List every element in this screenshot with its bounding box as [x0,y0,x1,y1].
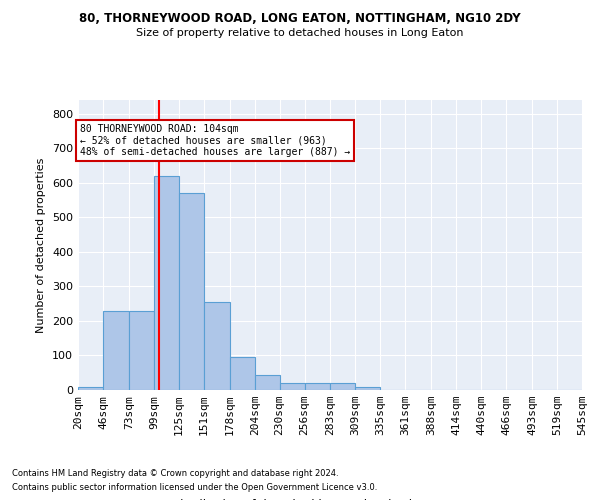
Text: 80, THORNEYWOOD ROAD, LONG EATON, NOTTINGHAM, NG10 2DY: 80, THORNEYWOOD ROAD, LONG EATON, NOTTIN… [79,12,521,26]
Bar [103,312,129,390]
Text: 80 THORNEYWOOD ROAD: 104sqm
← 52% of detached houses are smaller (963)
48% of se: 80 THORNEYWOOD ROAD: 104sqm ← 52% of det… [80,124,350,158]
Text: Size of property relative to detached houses in Long Eaton: Size of property relative to detached ho… [136,28,464,38]
Bar [355,386,380,390]
Bar [129,312,154,390]
Bar [78,386,103,390]
Y-axis label: Number of detached properties: Number of detached properties [37,158,46,332]
Bar [179,193,204,390]
Bar [331,383,355,390]
Bar [280,383,305,390]
Text: Contains public sector information licensed under the Open Government Licence v3: Contains public sector information licen… [12,484,377,492]
Bar [204,302,230,390]
Text: Contains HM Land Registry data © Crown copyright and database right 2024.: Contains HM Land Registry data © Crown c… [12,468,338,477]
Bar [305,383,331,390]
Bar [230,356,254,390]
Bar [254,375,280,390]
X-axis label: Distribution of detached houses by size in Long Eaton: Distribution of detached houses by size … [171,499,489,500]
Bar [154,176,179,390]
